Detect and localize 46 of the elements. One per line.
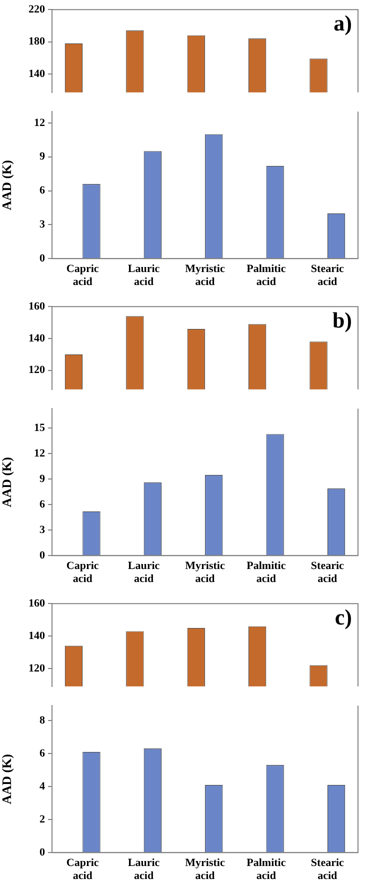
x-tick-label: Capric acid bbox=[66, 857, 99, 881]
y-tick-label: 0 bbox=[40, 252, 46, 264]
y-tick-label: 15 bbox=[34, 422, 46, 434]
x-tick-label: Lauric acid bbox=[128, 857, 160, 881]
x-tick-label: Palmitic acid bbox=[246, 857, 286, 881]
y-tick-label: 140 bbox=[28, 630, 46, 642]
y-tick-label: 160 bbox=[28, 597, 46, 610]
y-tick-label: 140 bbox=[28, 332, 46, 344]
x-tick-label: Lauric acid bbox=[128, 263, 160, 288]
y-tick-label: 8 bbox=[40, 714, 46, 726]
y-tick-label: 120 bbox=[28, 364, 46, 376]
y-tick-label: 0 bbox=[40, 549, 46, 562]
x-tick-label: Myristic acid bbox=[185, 560, 225, 586]
annotation: b) bbox=[332, 307, 352, 332]
y-axis-title: AAD (K) bbox=[0, 457, 14, 508]
y-tick-label: 120 bbox=[28, 662, 46, 674]
y-tick-label: 0 bbox=[40, 846, 46, 858]
x-tick-label: Capric acid bbox=[66, 560, 99, 586]
y-axis-title: AAD (K) bbox=[0, 754, 14, 804]
y-tick-label: 2 bbox=[40, 813, 46, 826]
y-tick-label: 6 bbox=[40, 747, 46, 760]
x-tick-label: Myristic acid bbox=[185, 857, 225, 881]
x-tick-label: Palmitic acid bbox=[246, 263, 286, 288]
y-tick-label: 4 bbox=[40, 780, 46, 792]
y-tick-label: 220 bbox=[28, 3, 46, 16]
y-tick-label: 12 bbox=[34, 116, 46, 129]
y-tick-label: 3 bbox=[40, 218, 46, 231]
y-tick-label: 6 bbox=[40, 184, 46, 197]
x-tick-label: Palmitic acid bbox=[246, 560, 286, 586]
x-tick-label: Stearic acid bbox=[310, 560, 344, 586]
y-tick-label: 9 bbox=[40, 150, 46, 163]
x-tick-label: Stearic acid bbox=[310, 857, 344, 881]
y-tick-label: 9 bbox=[40, 472, 46, 485]
x-tick-label: Myristic acid bbox=[185, 263, 225, 288]
x-tick-label: Stearic acid bbox=[310, 263, 344, 288]
y-tick-label: 140 bbox=[28, 68, 46, 80]
y-tick-label: 180 bbox=[28, 36, 46, 48]
y-tick-label: 6 bbox=[40, 498, 46, 510]
annotation: c) bbox=[334, 604, 352, 630]
y-tick-label: 12 bbox=[34, 447, 46, 460]
x-tick-label: Lauric acid bbox=[128, 560, 160, 586]
y-tick-label: 3 bbox=[40, 524, 46, 536]
y-tick-label: 160 bbox=[28, 300, 46, 312]
y-axis-title: AAD (K) bbox=[0, 160, 14, 210]
x-tick-label: Capric acid bbox=[66, 263, 99, 288]
annotation: a) bbox=[334, 10, 352, 36]
